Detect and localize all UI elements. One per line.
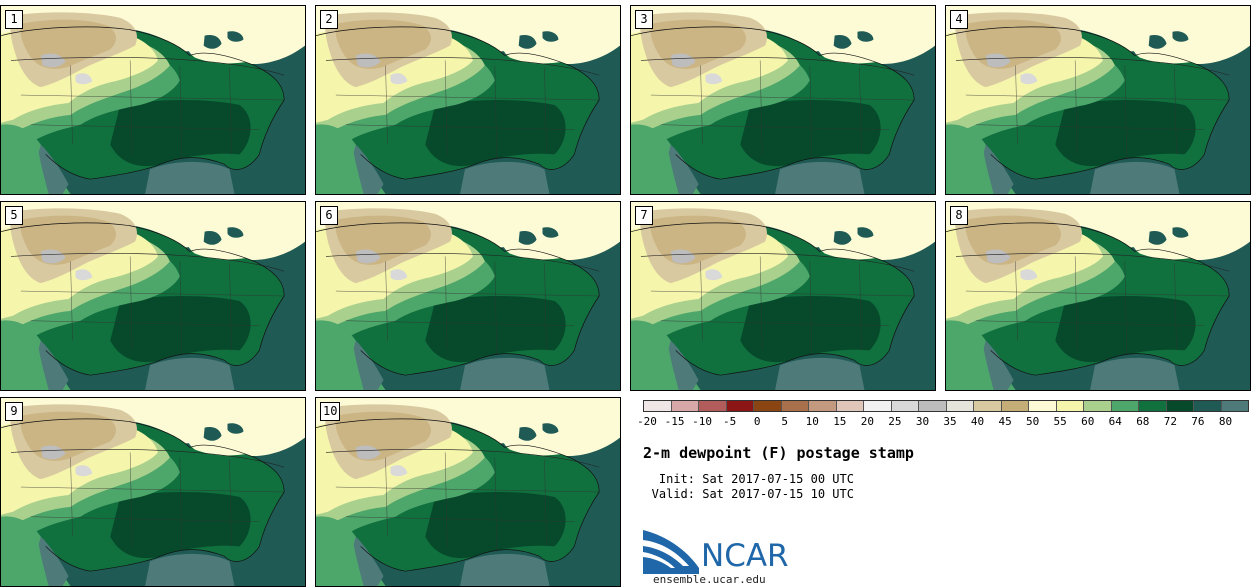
colorbar-tick-label: 76: [1191, 415, 1205, 428]
stamp-panel-10[interactable]: 10: [315, 397, 621, 587]
stamp-panel-1[interactable]: 1: [0, 5, 306, 195]
colorbar-swatch: [919, 401, 947, 411]
colorbar-swatch: [699, 401, 727, 411]
colorbar-tick-label: 20: [860, 415, 874, 428]
stamp-panel-8[interactable]: 8: [945, 201, 1251, 391]
dewpoint-map-2: [316, 6, 620, 194]
colorbar-tick-label: 80: [1218, 415, 1233, 428]
dewpoint-map-5: [1, 202, 305, 390]
colorbar-tick-label: 0: [753, 415, 761, 428]
valid-time: Sat 2017-07-15 10 UTC: [702, 487, 854, 501]
colorbar-swatch: [1194, 401, 1222, 411]
colorbar-swatch: [1001, 401, 1029, 411]
member-number-2: 2: [320, 10, 338, 29]
member-number-9: 9: [5, 402, 23, 421]
member-number-3: 3: [635, 10, 653, 29]
colorbar-swatch: [1084, 401, 1112, 411]
colorbar-swatch: [974, 401, 1002, 411]
dewpoint-map-3: [631, 6, 935, 194]
stamp-panel-9[interactable]: 9: [0, 397, 306, 587]
product-title: 2-m dewpoint (F) postage stamp: [643, 444, 914, 462]
init-time: Sat 2017-07-15 00 UTC: [702, 472, 854, 486]
colorbar-tick-label: 60: [1081, 415, 1095, 428]
colorbar-swatch: [671, 401, 699, 411]
site-url: ensemble.ucar.edu: [653, 573, 766, 586]
colorbar-tick-label: 50: [1026, 415, 1040, 428]
colorbar-swatch: [1029, 401, 1057, 411]
colorbar-swatch: [1221, 401, 1248, 411]
colorbar-swatch: [781, 401, 809, 411]
colorbar-tick-label: -15: [664, 415, 685, 428]
colorbar-swatch: [836, 401, 864, 411]
stamp-panel-5[interactable]: 5: [0, 201, 306, 391]
ncar-logo: NCAR: [643, 530, 803, 578]
member-number-4: 4: [950, 10, 968, 29]
colorbar-swatch: [1166, 401, 1194, 411]
stamp-panel-6[interactable]: 6: [315, 201, 621, 391]
dewpoint-map-9: [1, 398, 305, 586]
colorbar-tick-label: 40: [970, 415, 985, 428]
colorbar-swatch: [1139, 401, 1167, 411]
colorbar: [643, 400, 1249, 412]
colorbar-swatch: [891, 401, 919, 411]
dewpoint-map-4: [946, 6, 1250, 194]
colorbar-tick-label: 30: [915, 415, 930, 428]
dewpoint-map-7: [631, 202, 935, 390]
colorbar-swatch: [754, 401, 782, 411]
member-number-6: 6: [320, 206, 338, 225]
dewpoint-map-8: [946, 202, 1250, 390]
member-number-8: 8: [950, 206, 968, 225]
colorbar-tick-label: 68: [1136, 415, 1150, 428]
colorbar-swatch: [1111, 401, 1139, 411]
dewpoint-map-10: [316, 398, 620, 586]
member-number-7: 7: [635, 206, 653, 225]
member-number-10: 10: [320, 402, 341, 421]
colorbar-tick-label: 10: [805, 415, 819, 428]
member-number-1: 1: [5, 10, 23, 29]
colorbar-tick-label: 25: [888, 415, 902, 428]
init-label: Init:: [658, 472, 695, 486]
valid-label: Valid:: [651, 487, 695, 501]
dewpoint-map-6: [316, 202, 620, 390]
colorbar-tick-label: -20: [637, 415, 657, 428]
stamp-panel-2[interactable]: 2: [315, 5, 621, 195]
stamp-panel-4[interactable]: 4: [945, 5, 1251, 195]
colorbar-tick-label: 35: [943, 415, 957, 428]
colorbar-tick-labels: -20 -15 -10 -5 0 5 10 15 20 25 30 35 40 45 50 55 60 64 68 7…: [637, 415, 1249, 429]
colorbar-tick-label: -10: [692, 415, 713, 428]
colorbar-tick-label: 45: [998, 415, 1012, 428]
colorbar-tick-label: 15: [833, 415, 847, 428]
colorbar-tick-label: 55: [1053, 415, 1067, 428]
colorbar-swatch: [946, 401, 974, 411]
dewpoint-map-1: [1, 6, 305, 194]
colorbar-tick-label: 64: [1108, 415, 1122, 428]
colorbar-swatch: [864, 401, 892, 411]
colorbar-swatch: [1056, 401, 1084, 411]
valid-time-line: Valid: Sat 2017-07-15 10 UTC: [643, 487, 854, 501]
ncar-logo-text: NCAR: [701, 538, 789, 574]
colorbar-swatch: [726, 401, 754, 411]
member-number-5: 5: [5, 206, 23, 225]
colorbar-tick-label: 72: [1163, 415, 1177, 428]
colorbar-swatch: [809, 401, 837, 411]
init-time-line: Init: Sat 2017-07-15 00 UTC: [643, 472, 854, 486]
ncar-swoosh-icon: [643, 530, 699, 574]
stamp-panel-7[interactable]: 7: [630, 201, 936, 391]
colorbar-tick-label: -5: [723, 415, 737, 428]
stamp-panel-3[interactable]: 3: [630, 5, 936, 195]
colorbar-tick-label: 5: [781, 415, 789, 428]
colorbar-swatch: [644, 401, 672, 411]
